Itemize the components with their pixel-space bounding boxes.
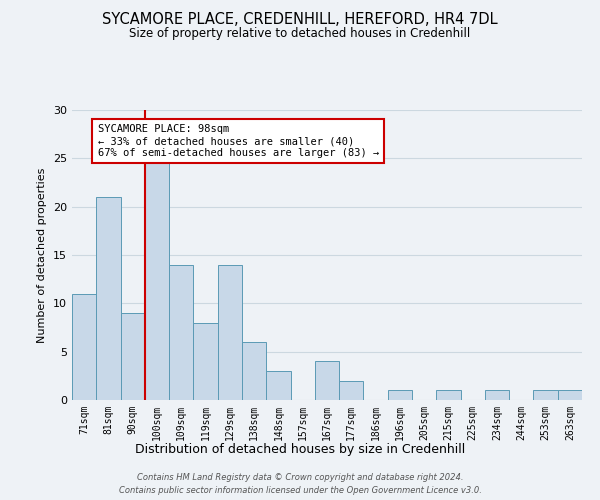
Bar bbox=[339, 380, 364, 400]
Bar bbox=[218, 264, 242, 400]
Y-axis label: Number of detached properties: Number of detached properties bbox=[37, 168, 47, 342]
Bar bbox=[72, 294, 96, 400]
Text: Distribution of detached houses by size in Credenhill: Distribution of detached houses by size … bbox=[135, 442, 465, 456]
Bar bbox=[193, 322, 218, 400]
Bar bbox=[242, 342, 266, 400]
Bar bbox=[436, 390, 461, 400]
Text: Size of property relative to detached houses in Credenhill: Size of property relative to detached ho… bbox=[130, 28, 470, 40]
Bar bbox=[485, 390, 509, 400]
Bar bbox=[96, 197, 121, 400]
Bar bbox=[558, 390, 582, 400]
Text: SYCAMORE PLACE: 98sqm
← 33% of detached houses are smaller (40)
67% of semi-deta: SYCAMORE PLACE: 98sqm ← 33% of detached … bbox=[97, 124, 379, 158]
Bar bbox=[145, 158, 169, 400]
Text: SYCAMORE PLACE, CREDENHILL, HEREFORD, HR4 7DL: SYCAMORE PLACE, CREDENHILL, HEREFORD, HR… bbox=[102, 12, 498, 28]
Bar bbox=[169, 264, 193, 400]
Text: Contains public sector information licensed under the Open Government Licence v3: Contains public sector information licen… bbox=[119, 486, 481, 495]
Bar bbox=[388, 390, 412, 400]
Bar bbox=[266, 371, 290, 400]
Bar bbox=[315, 362, 339, 400]
Bar bbox=[121, 313, 145, 400]
Bar bbox=[533, 390, 558, 400]
Text: Contains HM Land Registry data © Crown copyright and database right 2024.: Contains HM Land Registry data © Crown c… bbox=[137, 472, 463, 482]
